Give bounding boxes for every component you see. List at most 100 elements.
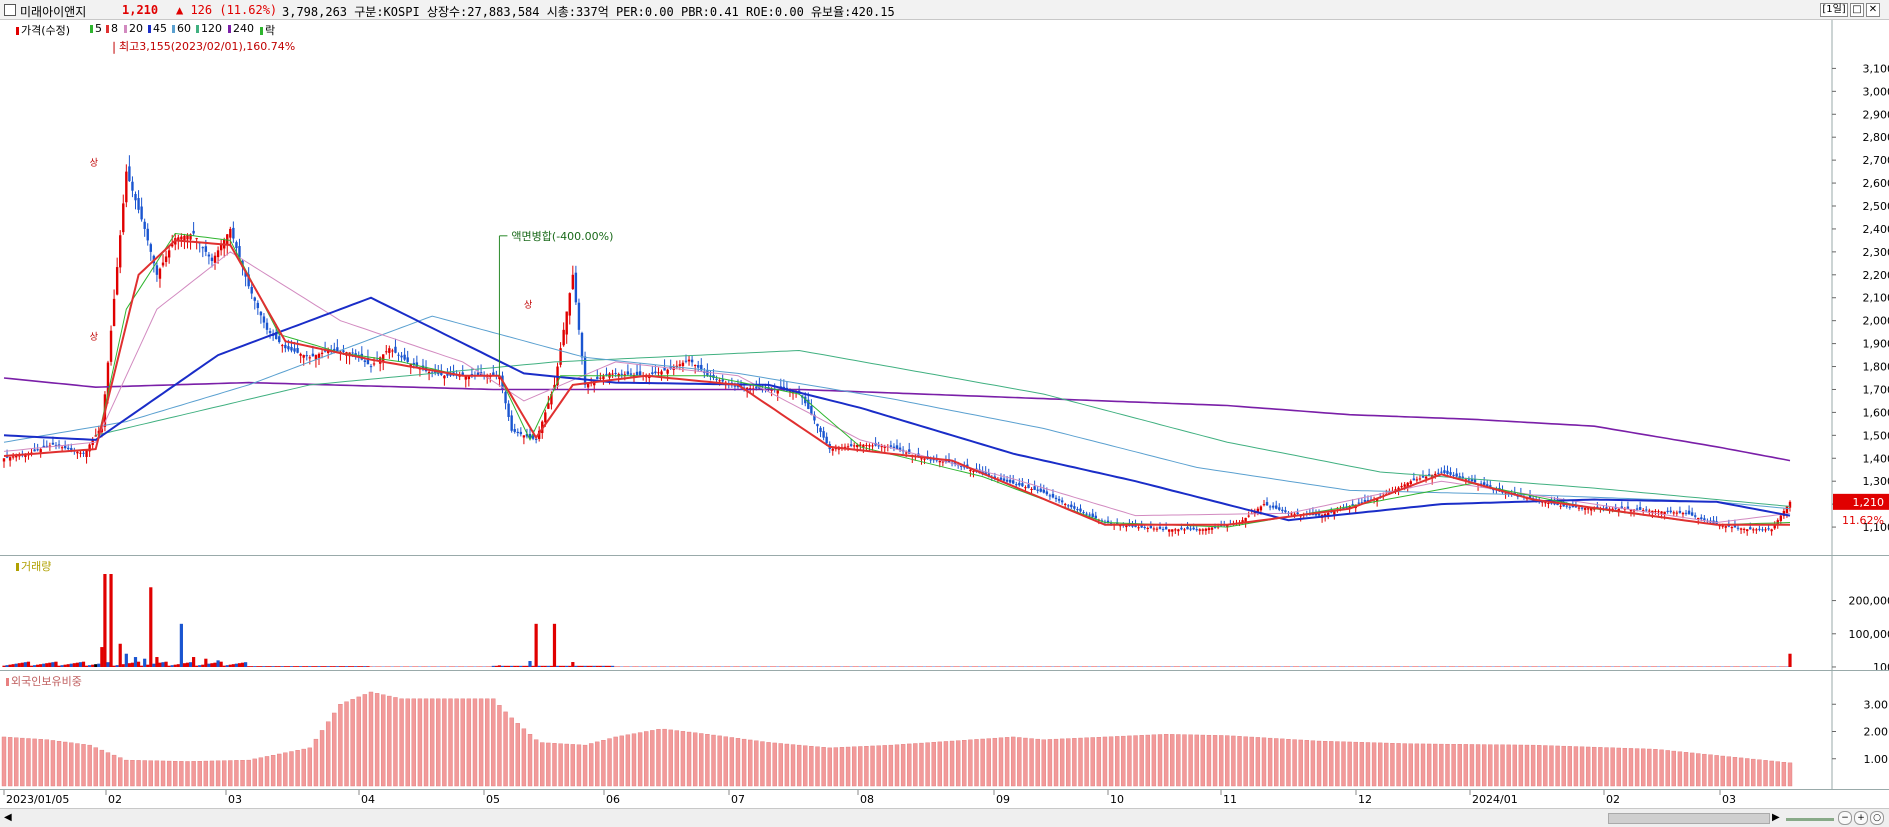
foreign-bar [1721,756,1725,786]
candle-body [208,255,210,257]
candle-body [1156,529,1158,530]
foreign-bar [436,699,440,786]
candle-body [290,347,292,351]
candle-body [1027,485,1029,489]
foreign-bar [1078,738,1082,786]
candle-body [1474,479,1476,482]
volume-bar [547,666,550,667]
foreign-bar [608,739,612,786]
foreign-bar [748,740,752,786]
price-tick-label: 2,900 [1863,108,1889,121]
volume-bar [590,666,593,667]
candle-body [1171,529,1173,531]
candle-body [896,445,898,449]
volume-bar [253,666,256,667]
price-tick-label: 2,500 [1863,200,1889,213]
zoom-slider[interactable] [1786,818,1834,821]
candle-body [822,431,824,438]
zoom-out-icon[interactable]: − [1838,811,1852,825]
candle-body [1544,502,1546,503]
zoom-reset-icon[interactable]: ○ [1870,811,1884,825]
volume-bar [70,664,73,667]
foreign-bar [1072,738,1076,786]
candle-body [1174,529,1176,530]
foreign-bar [1445,744,1449,786]
foreign-bar [1464,744,1468,786]
candle-body [865,445,867,446]
foreign-bar [94,748,98,786]
price-pane[interactable]: 가격(수정) 5 8 20 45 60 120 240 락 3,1003,000… [0,20,1889,556]
volume-tick-label: 200,000 [1849,595,1889,608]
price-chart[interactable]: 3,1003,0002,9002,8002,7002,6002,5002,400… [0,20,1889,555]
foreign-bar [601,740,605,786]
foreign-bar [1146,735,1150,786]
foreign-bar [296,750,300,786]
foreign-bar [1409,744,1413,786]
foreign-bar [754,741,758,786]
volume-bar [333,666,336,667]
scroll-thumb[interactable] [1608,813,1770,824]
volume-bar [339,666,342,667]
candle-body [1076,509,1078,510]
zoom-in-icon[interactable]: + [1854,811,1868,825]
foreign-bar [962,740,966,786]
last-change-label: 11.62% [1842,514,1884,527]
period-button[interactable]: [1일] [1820,3,1848,17]
foreign-bar [1317,741,1321,786]
volume-bar [131,663,134,667]
candle-body [1208,528,1210,530]
scroll-right-icon[interactable]: ▶ [1772,812,1780,823]
foreign-bar [375,693,379,786]
candle-body [403,355,405,360]
foreign-bar [797,745,801,786]
foreign-bar [1653,749,1657,786]
candle-body [1293,514,1295,515]
foreign-bar [491,699,495,786]
candle-body [229,229,231,238]
candle-body [685,361,687,362]
price-tick-label: 3,100 [1863,62,1889,75]
volume-bar [320,666,323,667]
volume-bar [42,664,45,667]
foreign-bar [834,748,838,786]
last-price-label: 1,210 [1853,496,1885,509]
volume-pane[interactable]: 거래량 200,000100,000100 [0,556,1889,671]
volume-bar [186,663,189,667]
foreign-bar [326,722,330,786]
date-tick-label: 12 [1358,793,1372,806]
volume-bar [302,666,305,667]
candle-body [1272,506,1274,508]
candle-body [263,316,265,322]
foreign-bar [1274,738,1278,786]
volume-chart[interactable]: 200,000100,000100 [0,556,1889,670]
volume-bar [207,664,210,667]
foreign-bar [314,739,318,786]
close-icon[interactable]: ✕ [1866,3,1880,17]
volume-bar [299,666,302,667]
maximize-icon[interactable]: □ [1850,3,1864,17]
foreign-bar [583,745,587,786]
candle-body [1636,508,1638,509]
foreign-bar [1549,746,1553,786]
foreign-bar [1207,735,1211,786]
foreign-bar [1152,735,1156,786]
candle-body [504,392,506,403]
foreign-bar [1782,762,1786,786]
horizontal-scrollbar[interactable]: ◀ ▶ − + ○ [0,808,1889,827]
foreign-bar [1372,743,1376,786]
volume-bar [262,666,265,667]
select-checkbox[interactable] [4,4,16,16]
foreign-bar [173,761,177,786]
foreign-bar [546,743,550,786]
price-change: ▲ 126 (11.62%) [176,3,277,17]
candle-body [1584,508,1586,510]
candle-body [1202,529,1204,530]
scroll-left-icon[interactable]: ◀ [4,812,12,823]
volume-bar [27,662,30,667]
candle-body [1284,510,1286,512]
stock-name: 미래아이앤지 [20,3,86,20]
foreign-bar [773,743,777,786]
candle-body [183,236,185,240]
foreign-ownership-chart[interactable]: 3.002.001.00 [0,671,1889,789]
